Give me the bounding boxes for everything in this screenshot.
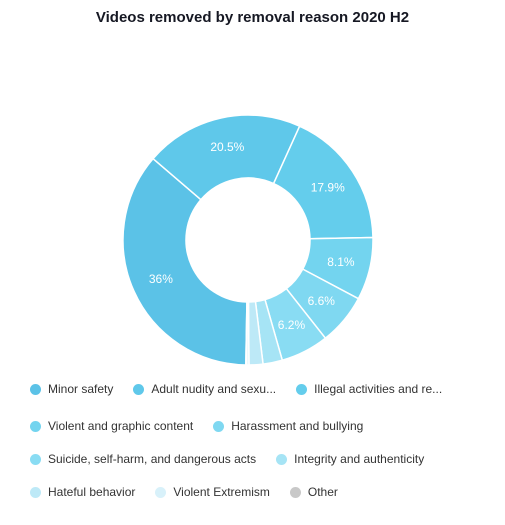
- slice-label-3: 17.9%: [311, 180, 345, 194]
- legend-swatch: [296, 383, 308, 395]
- legend-label: Hateful behavior: [48, 485, 136, 499]
- legend-label: Adult nudity and sexu...: [151, 382, 277, 396]
- legend-swatch: [276, 453, 288, 465]
- legend-label: Minor safety: [48, 382, 114, 396]
- slice-label-6: 6.2%: [278, 318, 306, 332]
- legend-item[interactable]: Integrity and authenticity: [276, 452, 424, 466]
- legend-swatch: [289, 486, 301, 498]
- slice-3[interactable]: [272, 125, 374, 240]
- legend-swatch: [155, 486, 167, 498]
- legend-row: Violent and graphic content Harassment an…: [30, 419, 383, 433]
- legend-item[interactable]: Violent Extremism: [155, 485, 270, 499]
- slice-2[interactable]: [152, 114, 301, 201]
- legend-item[interactable]: Harassment and bullying: [213, 419, 363, 433]
- legend-item[interactable]: Minor safety: [30, 382, 113, 396]
- legend-label: Violent and graphic content: [48, 419, 194, 433]
- slice-10[interactable]: [245, 301, 249, 366]
- legend-label: Violent Extremism: [173, 485, 270, 499]
- legend-row: Suicide, self-harm, and dangerous acts In…: [30, 452, 444, 466]
- legend-row: Hateful behavior Violent Extremism Other: [30, 485, 358, 499]
- legend-item[interactable]: Hateful behavior: [30, 485, 135, 499]
- legend-swatch: [30, 420, 41, 432]
- slice-label-1: 36%: [149, 272, 173, 286]
- legend-item[interactable]: Illegal activities and re...: [296, 382, 442, 396]
- legend-item[interactable]: Other: [289, 485, 338, 499]
- legend-item[interactable]: Suicide, self-harm, and dangerous acts: [30, 452, 256, 466]
- legend-item[interactable]: Violent and graphic content: [30, 419, 193, 433]
- legend-swatch: [30, 453, 41, 465]
- legend-swatch: [30, 486, 41, 498]
- legend-swatch: [133, 383, 145, 395]
- legend-label: Other: [307, 485, 338, 499]
- legend-label: Harassment and bullying: [231, 419, 364, 433]
- legend-item[interactable]: Adult nudity and sexu...: [133, 382, 276, 396]
- legend-swatch: [30, 383, 41, 395]
- legend-label: Suicide, self-harm, and dangerous acts: [48, 452, 257, 466]
- donut-chart: 36% 20.5% 17.9% 8.1% 6.6%6.2%: [122, 114, 374, 366]
- slice-label-4: 8.1%: [327, 255, 355, 269]
- chart-title: Videos removed by removal reason 2020 H2: [95, 9, 410, 26]
- slice-label-5: 6.6%: [308, 294, 336, 308]
- slice-1[interactable]: [122, 157, 248, 366]
- legend-label: Illegal activities and re...: [314, 382, 443, 396]
- slice-label-2: 20.5%: [210, 140, 244, 154]
- legend-swatch: [213, 420, 225, 432]
- legend-row: Minor safety Adult nudity and sexu... Ille…: [30, 382, 462, 396]
- legend-label: Integrity and authenticity: [294, 452, 425, 466]
